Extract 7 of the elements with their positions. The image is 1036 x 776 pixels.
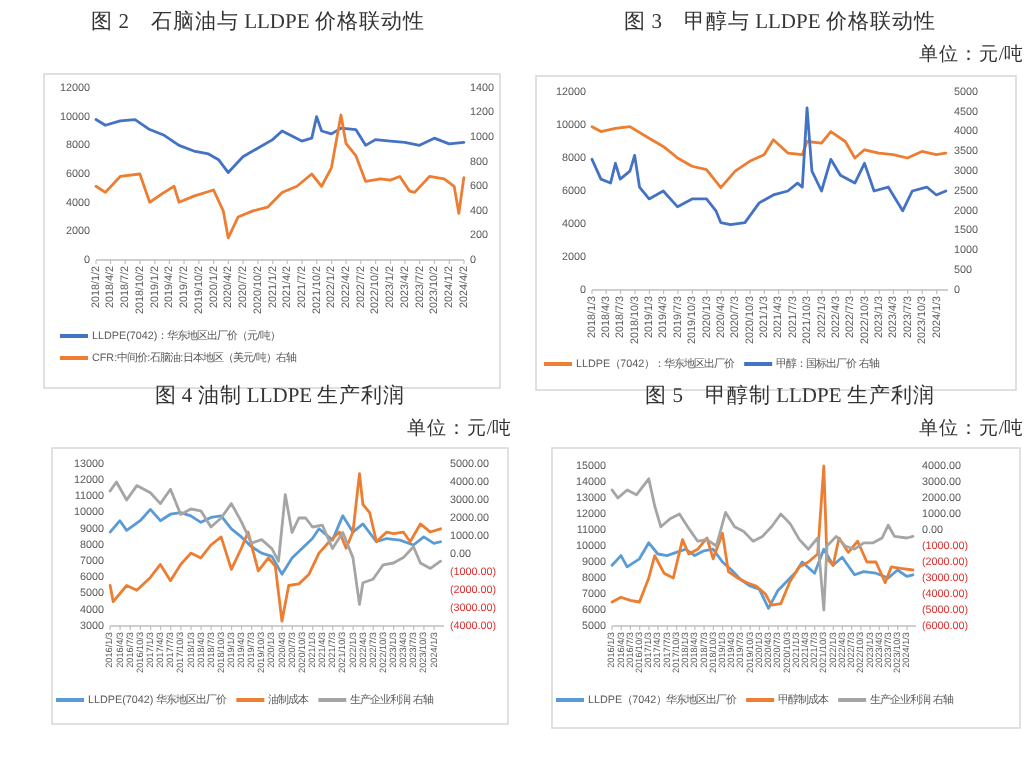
chart-title: 图 4 油制 LLDPE 生产利润 [154, 382, 406, 408]
chart-title: 图 2 石脑油与 LLDPE 价格联动性 [91, 8, 425, 34]
chart-title: 图 3 甲醇与 LLDPE 价格联动性 [624, 8, 936, 34]
text: 单位：元/吨 [918, 416, 1024, 440]
chart-subtitle: 单位：元/吨 [918, 42, 1024, 66]
chart-subtitle: 单位：元/吨 [406, 416, 512, 440]
chart-title: 图 5 甲醇制 LLDPE 生产利润 [645, 382, 935, 408]
